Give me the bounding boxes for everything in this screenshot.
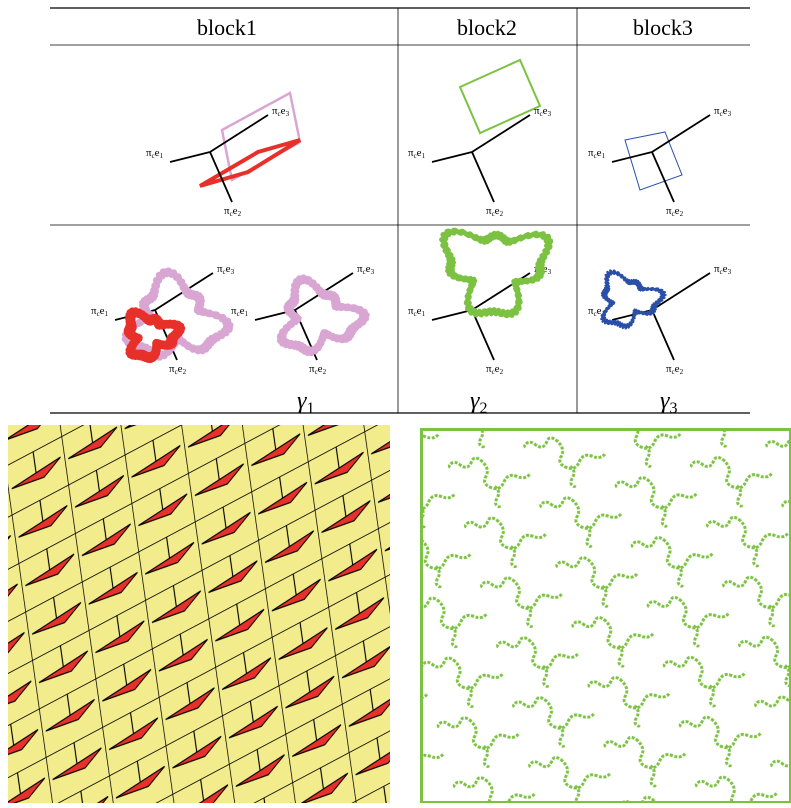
axis-label: πce2: [486, 363, 504, 376]
gamma-label: γ1: [297, 388, 314, 417]
axis-label: πce3: [714, 105, 732, 118]
axis-label: πce2: [309, 363, 327, 376]
subscript: 1: [422, 152, 426, 160]
axis-label: πce3: [217, 263, 235, 276]
axis: [432, 310, 472, 320]
gamma-label: γ3: [660, 388, 677, 417]
column-header: block3: [633, 15, 693, 40]
axis: [472, 152, 494, 202]
subscript: 3: [548, 268, 552, 276]
unit-cell: [460, 60, 540, 133]
axis: [170, 152, 210, 162]
subscript: 3: [669, 400, 677, 417]
axis-label: πce1: [408, 305, 426, 318]
subscript: 1: [602, 152, 606, 160]
column-header: block1: [197, 15, 257, 40]
axis-label: πce1: [231, 305, 249, 318]
axis-label: πce3: [714, 263, 732, 276]
axis-label: πce2: [666, 205, 684, 218]
subscript: 2: [500, 368, 504, 376]
subscript: 2: [680, 368, 684, 376]
subscript: 1: [422, 310, 426, 318]
axis: [612, 152, 652, 162]
column-header: block2: [457, 15, 517, 40]
subscript: 1: [160, 152, 164, 160]
axis-label: πce3: [272, 105, 290, 118]
subscript: 2: [183, 368, 187, 376]
axis: [432, 152, 472, 162]
axis-label: πce1: [91, 305, 109, 318]
axis-label: πce1: [588, 147, 606, 160]
subscript: 3: [371, 268, 375, 276]
axis-label: πce2: [666, 363, 684, 376]
tiling-image: [422, 430, 791, 803]
gamma-label: γ2: [470, 388, 487, 417]
axis: [472, 310, 494, 360]
subscript: 1: [245, 310, 249, 318]
fractal-tile: [280, 277, 367, 353]
axis: [652, 152, 674, 202]
axis-label: πce2: [224, 205, 242, 218]
axis-label: πce3: [534, 105, 552, 118]
subscript: 1: [306, 400, 314, 417]
subscript: 2: [500, 210, 504, 218]
subscript: 2: [238, 210, 242, 218]
axis: [652, 115, 710, 152]
subscript: 2: [680, 210, 684, 218]
subscript: 3: [231, 268, 235, 276]
unit-cell: [625, 132, 682, 190]
subscript: 3: [728, 268, 732, 276]
figure: block1 block2 block3 πce1 πce2 πce3 πce1 πce…: [0, 0, 791, 803]
page: block1 block2 block3 πce1 πce2 πce3 πce1 πce…: [0, 0, 791, 803]
axis-label: πce1: [408, 147, 426, 160]
subscript: 2: [323, 368, 327, 376]
subscript: 2: [479, 400, 487, 417]
subscript: 1: [105, 310, 109, 318]
axis-label: πce1: [146, 147, 164, 160]
tiling-image: [8, 425, 390, 803]
axis-label: πce3: [357, 263, 375, 276]
subscript: 3: [548, 110, 552, 118]
subscript: 3: [286, 110, 290, 118]
axis: [652, 310, 674, 360]
axis-label: πce2: [169, 363, 187, 376]
axis-label: πce2: [486, 205, 504, 218]
subscript: 3: [728, 110, 732, 118]
